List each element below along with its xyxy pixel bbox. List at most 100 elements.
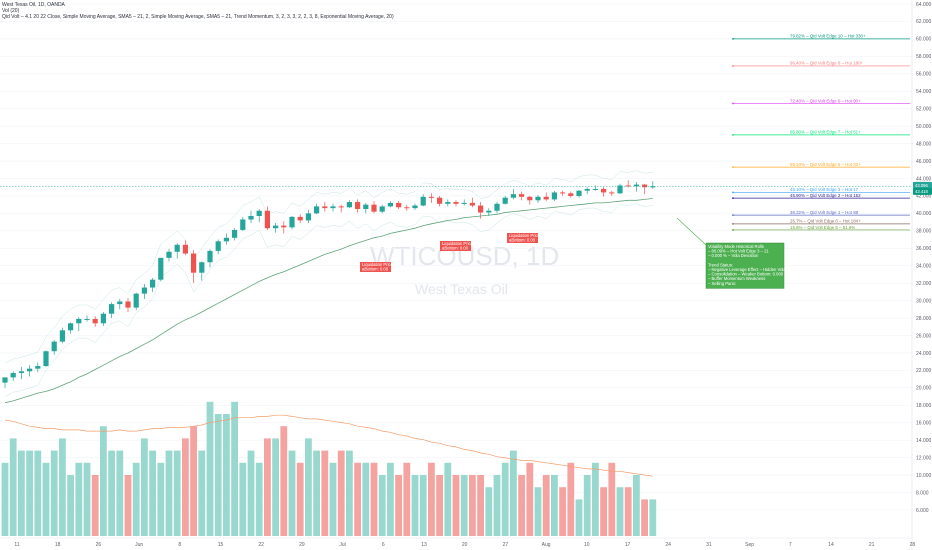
time-tick-label: 7 — [789, 542, 792, 548]
info-box-panel — [705, 242, 785, 289]
candle-body — [601, 188, 607, 193]
candle-body — [117, 301, 123, 305]
time-tick-label: Aug — [542, 542, 551, 548]
price-tick-label: 14.000 — [916, 438, 932, 444]
time-tick-label: Jul — [339, 542, 345, 548]
candle-body — [437, 197, 443, 204]
price-tick-label: 18.000 — [916, 403, 932, 409]
liquidation-text: aBottom: 0.00 — [442, 246, 469, 251]
candle-body — [568, 193, 574, 196]
volume-bar — [223, 414, 230, 536]
volume-bar — [649, 499, 657, 536]
time-tick-label: 6 — [382, 542, 385, 548]
time-axis[interactable]: 11 18 26 Jun 8 15 22 29 Jul 6 13 20 27 Aug 10 17 24 31 Sep… — [0, 537, 932, 548]
volume-bar — [419, 475, 427, 536]
volume-bar — [616, 487, 624, 536]
candle-body — [494, 203, 500, 211]
time-tick-label: 13 — [421, 542, 427, 548]
liquidation-text: aBottom: 0.00 — [362, 267, 389, 272]
price-axis[interactable]: 64.000 62.000 60.000 58.000 56.000 54.000 52.0… — [911, 0, 932, 550]
candle-body — [281, 225, 287, 228]
candle-body — [43, 351, 49, 367]
candle-body — [174, 244, 180, 252]
edge-level-label: 96.40% – Qid Volt Edge 8 – Hot 180+ — [790, 61, 864, 66]
volume-bar — [264, 438, 271, 536]
volume-bar — [206, 401, 214, 536]
edge-level-marker — [732, 229, 734, 231]
volume-bar — [108, 450, 115, 536]
volume-bar — [608, 462, 616, 536]
price-tick-label: 30.000 — [916, 298, 932, 304]
info-box-line: – Buffer Momentum Weakness — [708, 276, 765, 281]
volume-legend[interactable]: Vol (20) — [2, 8, 20, 14]
candle-body — [264, 210, 270, 229]
volume-bar — [641, 499, 648, 536]
volume-bar — [583, 475, 591, 536]
volume-bar — [1, 462, 9, 536]
volume-bar — [395, 475, 402, 536]
info-box-line: – Negative Leverage Effect – Hidden Vola… — [708, 267, 794, 272]
volatility-bands — [4, 170, 653, 397]
volume-bar — [182, 438, 189, 536]
indicator-legend[interactable]: Qid Volt – 4.1 20 22 Close, Simple Movin… — [2, 14, 394, 20]
volume-bar — [493, 475, 501, 536]
grid-lines — [0, 3, 912, 511]
candle-body — [150, 279, 156, 288]
time-tick-label: 11 — [14, 542, 19, 548]
candle-body — [404, 207, 410, 209]
symbol-title[interactable]: West Texas Oil, 1D, OANDA — [2, 2, 65, 8]
volume-bar — [354, 462, 361, 536]
candle-body — [240, 219, 246, 230]
price-tick-label: 64.000 — [916, 2, 932, 8]
edge-level-marker — [732, 133, 734, 136]
candle-body — [379, 206, 385, 212]
price-tick-label: 60.000 — [916, 37, 932, 43]
time-tick-label: Sep — [745, 542, 754, 548]
time-tick-label: 10 — [584, 542, 590, 548]
volume-bar — [9, 438, 17, 536]
volume-bar — [551, 475, 558, 536]
price-tag-box — [913, 181, 932, 189]
candle-body — [527, 196, 533, 201]
candle-body — [371, 204, 377, 212]
volume-bars — [1, 401, 657, 536]
volume-bar — [198, 450, 206, 536]
volume-bar — [26, 450, 33, 536]
candle-body — [289, 216, 295, 228]
volume-bar — [518, 475, 525, 536]
time-tick-label: Jun — [135, 542, 143, 548]
candle-body — [519, 194, 525, 197]
price-tick-label: 32.000 — [916, 281, 932, 287]
edge-level-label: 65.80% – Qid Volt Edge 7 – Hot 51+ — [790, 130, 861, 135]
price-tick-label: 22.000 — [916, 368, 932, 374]
price-tick-label: 26.000 — [916, 333, 932, 339]
volume-bar — [329, 462, 337, 536]
volume-bar — [190, 426, 197, 536]
price-tick-label: 56.000 — [916, 72, 932, 78]
candle-body — [322, 206, 328, 209]
candle-body — [478, 205, 484, 213]
edge-level-label: 45.10% – Qid Volt Edge 3 – Hot 17 — [790, 187, 859, 192]
candle-body — [576, 190, 582, 196]
info-box-line: – 80.09% – Hot Volt Edge 3 – 21 — [708, 249, 769, 254]
volume-bar — [534, 487, 542, 536]
candle-body — [215, 241, 221, 251]
volume-bar — [231, 401, 238, 536]
volume-bar — [592, 462, 599, 536]
volume-bar — [526, 462, 534, 536]
time-tick-label: 17 — [625, 542, 631, 548]
price-tag-box — [913, 187, 932, 195]
candle-body — [297, 216, 303, 221]
candle-body — [305, 213, 311, 221]
upper-band-line — [4, 170, 653, 364]
liquidation-box — [360, 262, 391, 272]
candle-body — [469, 202, 475, 206]
edge-level-marker — [732, 191, 734, 194]
volume-bar — [624, 487, 632, 536]
candle-body — [510, 194, 516, 198]
volume-bar — [149, 450, 156, 536]
info-box-line: Trend Status: — [708, 262, 733, 267]
volume-bar — [428, 462, 435, 536]
